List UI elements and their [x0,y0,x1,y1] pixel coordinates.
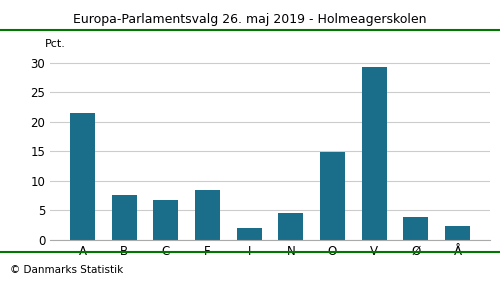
Bar [362,67,386,240]
Bar [320,152,345,240]
Bar [154,200,178,240]
Bar [278,213,303,240]
Text: © Danmarks Statistik: © Danmarks Statistik [10,265,123,275]
Text: Pct.: Pct. [45,39,66,49]
Bar [195,190,220,240]
Text: Europa-Parlamentsvalg 26. maj 2019 - Holmeagerskolen: Europa-Parlamentsvalg 26. maj 2019 - Hol… [73,13,427,26]
Bar [404,217,428,240]
Bar [236,228,262,240]
Bar [112,195,136,240]
Bar [70,113,95,240]
Bar [445,226,470,240]
